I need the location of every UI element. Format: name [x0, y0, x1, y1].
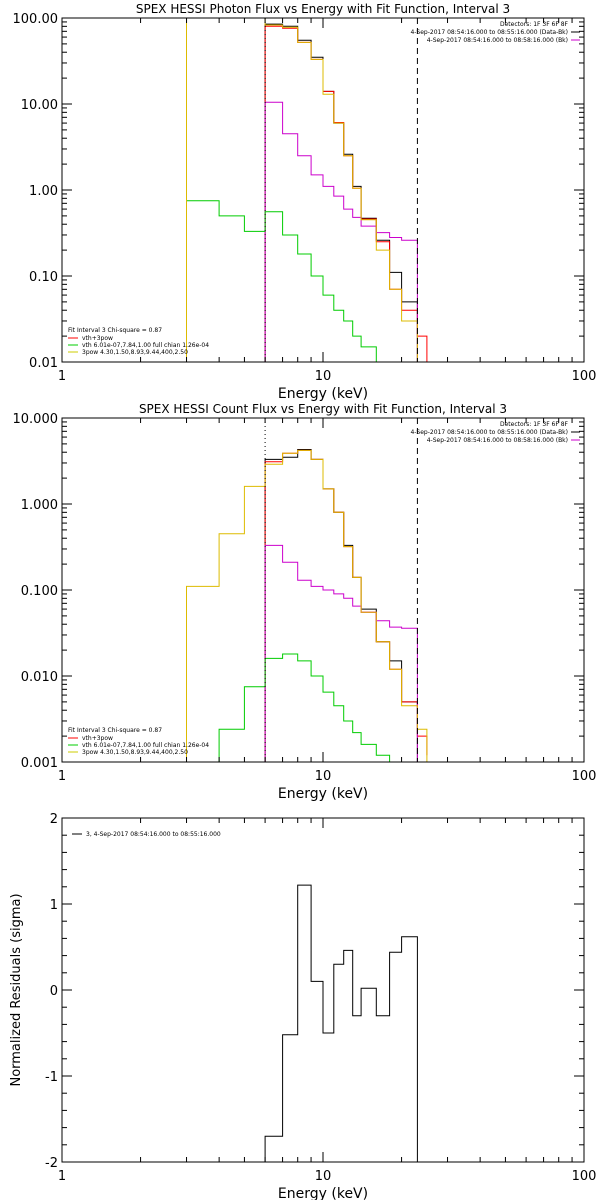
x-axis-label: Energy (keV) — [278, 786, 368, 802]
chart-title: SPEX HESSI Count Flux vs Energy with Fit… — [139, 402, 507, 416]
chart-title: SPEX HESSI Photon Flux vs Energy with Fi… — [136, 2, 510, 16]
legend-label: vth+3pow — [82, 735, 113, 742]
x-tick-label: 10 — [315, 369, 332, 384]
y-tick-label: 0.10 — [29, 270, 58, 285]
x-tick-label: 100 — [572, 769, 597, 784]
info-line: 4-Sep-2017 08:54:16.000 to 08:58:16.000 … — [427, 437, 568, 444]
y-tick-label: 2 — [50, 812, 58, 827]
y-tick-label: 0.01 — [29, 356, 58, 371]
y-tick-label: -2 — [45, 1156, 58, 1171]
y-tick-label: 10.00 — [21, 98, 58, 113]
legend-label: vth+3pow — [82, 335, 113, 342]
series-line-vth-3pow — [264, 25, 428, 362]
x-tick-label: 10 — [315, 1169, 332, 1184]
series-group — [186, 449, 428, 762]
info-line: 4-Sep-2017 08:54:16.000 to 08:55:16.000 … — [410, 429, 568, 436]
x-axis-label: Energy (keV) — [278, 1186, 368, 1200]
x-tick-label: 100 — [572, 369, 597, 384]
series-line-3pow — [186, 449, 428, 762]
series-line-bk — [264, 101, 418, 362]
legend-label: vth 6.01e-07,7.84,1.00 full chian 1.26e-… — [82, 742, 209, 749]
x-tick-label: 1 — [58, 369, 66, 384]
series-line-data-bk — [264, 23, 418, 362]
series-line-vth-3pow — [264, 449, 428, 762]
y-tick-label: 100.00 — [13, 12, 59, 27]
legend-label: 3, 4-Sep-2017 08:54:16.000 to 08:55:16.0… — [86, 831, 221, 838]
y-tick-label: 0.001 — [21, 756, 58, 771]
y-tick-label: -1 — [45, 1070, 58, 1085]
y-tick-label: 0 — [50, 984, 58, 999]
info-line: 4-Sep-2017 08:54:16.000 to 08:58:16.000 … — [427, 37, 568, 44]
chart-panel-3: 1 10 100 Energy (keV) -2 -1 0 1 2 Normalized Resi… — [9, 812, 597, 1202]
x-tick-label: 1 — [58, 769, 66, 784]
info-line: Detectors: 1F 3F 6F 8F — [500, 21, 569, 28]
y-tick-label: 1.000 — [21, 498, 58, 513]
y-tick-label: 0.100 — [21, 584, 58, 599]
legend-label: 3pow 4.30,1.50,8.93,9.44,400,2.50 — [82, 349, 188, 356]
x-tick-label: 1 — [58, 1169, 66, 1184]
y-tick-label: 10.000 — [13, 412, 59, 427]
y-axis-label: Normalized Residuals (sigma) — [9, 893, 24, 1086]
info-line: Detectors: 1F 3F 6F 8F — [500, 421, 569, 428]
x-tick-label: 100 — [572, 1169, 597, 1184]
legend-title: Fit Interval 3 Chi-square = 0.87 — [68, 727, 162, 734]
series-line-vth — [186, 200, 390, 362]
series-group — [264, 884, 418, 1162]
legend-label: 3pow 4.30,1.50,8.93,9.44,400,2.50 — [82, 749, 188, 756]
x-tick-label: 10 — [315, 769, 332, 784]
y-tick-label: 1.00 — [29, 184, 58, 199]
legend-label: vth 6.01e-07,7.84,1.00 full chian 1.26e-… — [82, 342, 209, 349]
info-line: 4-Sep-2017 08:54:16.000 to 08:55:16.000 … — [410, 29, 568, 36]
series-line-data-bk — [264, 449, 418, 762]
x-axis-label: Energy (keV) — [278, 386, 368, 402]
y-tick-label: 0.010 — [21, 670, 58, 685]
series-line-bk — [264, 544, 418, 762]
series-line-3pow — [186, 18, 427, 362]
legend-title: Fit Interval 3 Chi-square = 0.87 — [68, 327, 162, 334]
series-line-vth — [186, 653, 418, 762]
series-line-residuals — [264, 884, 418, 1162]
chart-panel-2: SPEX HESSI Count Flux vs Energy with Fit… — [13, 402, 597, 802]
y-tick-label: 1 — [50, 898, 58, 913]
chart-panel-1: SPEX HESSI Photon Flux vs Energy with Fi… — [13, 2, 597, 402]
series-group — [186, 18, 428, 362]
